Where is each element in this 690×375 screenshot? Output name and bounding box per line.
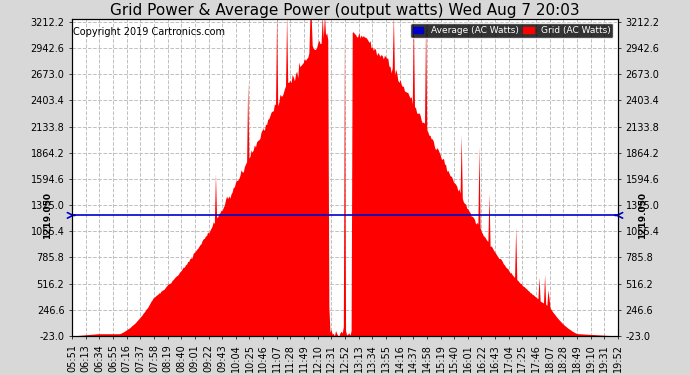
Legend: Average (AC Watts), Grid (AC Watts): Average (AC Watts), Grid (AC Watts) bbox=[410, 24, 613, 38]
Text: 1219.050: 1219.050 bbox=[43, 192, 52, 239]
Text: 1219.050: 1219.050 bbox=[638, 192, 647, 239]
Text: Copyright 2019 Cartronics.com: Copyright 2019 Cartronics.com bbox=[72, 27, 224, 37]
Title: Grid Power & Average Power (output watts) Wed Aug 7 20:03: Grid Power & Average Power (output watts… bbox=[110, 3, 580, 18]
